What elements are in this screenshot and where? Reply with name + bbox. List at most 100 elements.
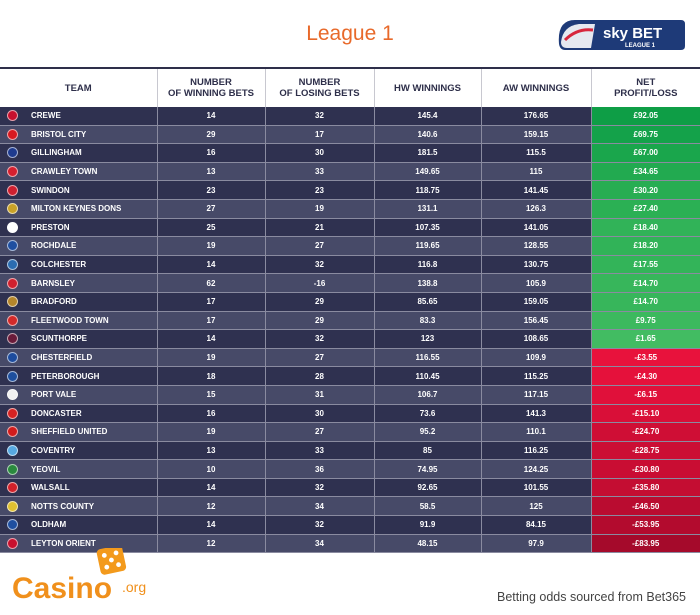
table-row: PORT VALE 15 31 106.7 117.15 -£6.15: [0, 385, 700, 405]
losing-bets-cell: 23: [265, 180, 375, 200]
team-name: CRAWLEY TOWN: [31, 167, 98, 177]
table-row: NOTTS COUNTY 12 34 58.5 125 -£46.50: [0, 496, 700, 517]
aw-winnings-cell: 115.5: [481, 143, 592, 163]
sky-bet-logo: sky BET LEAGUE 1: [558, 20, 685, 50]
team-cell: BRISTOL CITY: [0, 125, 158, 145]
team-cell: DONCASTER: [0, 404, 158, 424]
winning-bets-cell: 14: [157, 255, 266, 275]
winning-bets-cell: 29: [157, 125, 266, 145]
losing-bets-cell: -16: [265, 273, 375, 293]
team-cell: FLEETWOOD TOWN: [0, 311, 158, 331]
hw-winnings-cell: 106.7: [374, 385, 482, 405]
team-cell: GILLINGHAM: [0, 143, 158, 163]
table-row: MILTON KEYNES DONS 27 19 131.1 126.3 £27.40: [0, 199, 700, 219]
team-name: PRESTON: [31, 222, 70, 232]
net-profit-cell: £34.65: [591, 162, 700, 182]
losing-bets-cell: 32: [265, 515, 375, 535]
net-profit-cell: £9.75: [591, 311, 700, 331]
losing-bets-cell: 36: [265, 459, 375, 479]
club-crest-icon: [7, 166, 18, 178]
hw-winnings-cell: 110.45: [374, 366, 482, 386]
losing-bets-cell: 34: [265, 534, 375, 554]
hw-winnings-cell: 181.5: [374, 143, 482, 163]
team-name: COLCHESTER: [31, 260, 87, 270]
winning-bets-cell: 14: [157, 107, 266, 126]
club-crest-icon: [7, 296, 18, 308]
net-profit-cell: -£28.75: [591, 441, 700, 461]
winning-bets-cell: 12: [157, 534, 266, 554]
hw-winnings-cell: 138.8: [374, 273, 482, 293]
sky-bet-logo-text: sky BET: [603, 25, 662, 42]
team-name: COVENTRY: [31, 445, 76, 455]
losing-bets-cell: 30: [265, 143, 375, 163]
team-cell: NOTTS COUNTY: [0, 496, 158, 517]
winning-bets-cell: 18: [157, 366, 266, 386]
table-row: SWINDON 23 23 118.75 141.45 £30.20: [0, 180, 700, 200]
aw-winnings-cell: 110.1: [481, 422, 592, 442]
table-body: CREWE 14 32 145.4 176.65 £92.05 BRISTOL CITY 29…: [0, 107, 700, 554]
column-header: NUMBER OF LOSING BETS: [265, 69, 375, 107]
losing-bets-cell: 29: [265, 292, 375, 312]
aw-winnings-cell: 159.15: [481, 125, 592, 145]
team-name: SHEFFIELD UNITED: [31, 427, 108, 437]
club-crest-icon: [7, 277, 18, 289]
net-profit-cell: £27.40: [591, 199, 700, 219]
aw-winnings-cell: 108.65: [481, 329, 592, 349]
team-cell: PETERBOROUGH: [0, 366, 158, 386]
table-row: SCUNTHORPE 14 32 123 108.65 £1.65: [0, 329, 700, 349]
club-crest-icon: [7, 482, 18, 494]
net-profit-cell: £18.20: [591, 236, 700, 256]
aw-winnings-cell: 105.9: [481, 273, 592, 293]
team-cell: CRAWLEY TOWN: [0, 162, 158, 182]
team-cell: BARNSLEY: [0, 273, 158, 293]
losing-bets-cell: 21: [265, 218, 375, 238]
winning-bets-cell: 14: [157, 515, 266, 535]
winning-bets-cell: 62: [157, 273, 266, 293]
hw-winnings-cell: 149.65: [374, 162, 482, 182]
losing-bets-cell: 19: [265, 199, 375, 219]
losing-bets-cell: 31: [265, 385, 375, 405]
winning-bets-cell: 27: [157, 199, 266, 219]
winning-bets-cell: 17: [157, 311, 266, 331]
table-row: BRADFORD 17 29 85.65 159.05 £14.70: [0, 292, 700, 312]
sky-bet-logo-sub: LEAGUE 1: [625, 43, 656, 49]
team-cell: COLCHESTER: [0, 255, 158, 275]
table-row: CHESTERFIELD 19 27 116.55 109.9 -£3.55: [0, 348, 700, 368]
team-name: BARNSLEY: [31, 278, 76, 288]
net-profit-cell: £67.00: [591, 143, 700, 163]
hw-winnings-cell: 145.4: [374, 107, 482, 126]
aw-winnings-cell: 141.45: [481, 180, 592, 200]
net-profit-cell: -£46.50: [591, 496, 700, 517]
net-profit-cell: £92.05: [591, 107, 700, 126]
winning-bets-cell: 19: [157, 422, 266, 442]
net-profit-cell: -£30.80: [591, 459, 700, 479]
club-crest-icon: [7, 352, 18, 364]
team-cell: SWINDON: [0, 180, 158, 200]
net-profit-cell: £69.75: [591, 125, 700, 145]
losing-bets-cell: 32: [265, 255, 375, 275]
winning-bets-cell: 14: [157, 478, 266, 498]
team-name: BRADFORD: [31, 297, 77, 307]
winning-bets-cell: 23: [157, 180, 266, 200]
winning-bets-cell: 10: [157, 459, 266, 479]
winning-bets-cell: 14: [157, 329, 266, 349]
team-cell: SCUNTHORPE: [0, 329, 158, 349]
team-cell: PORT VALE: [0, 385, 158, 405]
column-header: NET PROFIT/LOSS: [591, 69, 700, 107]
club-crest-icon: [7, 240, 18, 252]
hw-winnings-cell: 91.9: [374, 515, 482, 535]
aw-winnings-cell: 116.25: [481, 441, 592, 461]
club-crest-icon: [7, 500, 18, 512]
aw-winnings-cell: 156.45: [481, 311, 592, 331]
winning-bets-cell: 19: [157, 236, 266, 256]
table-row: OLDHAM 14 32 91.9 84.15 -£53.95: [0, 515, 700, 535]
team-name: CHESTERFIELD: [31, 353, 93, 363]
losing-bets-cell: 33: [265, 441, 375, 461]
hw-winnings-cell: 95.2: [374, 422, 482, 442]
club-crest-icon: [7, 426, 18, 438]
winning-bets-cell: 19: [157, 348, 266, 368]
club-crest-icon: [7, 463, 18, 475]
hw-winnings-cell: 116.8: [374, 255, 482, 275]
winning-bets-cell: 15: [157, 385, 266, 405]
hw-winnings-cell: 48.15: [374, 534, 482, 554]
